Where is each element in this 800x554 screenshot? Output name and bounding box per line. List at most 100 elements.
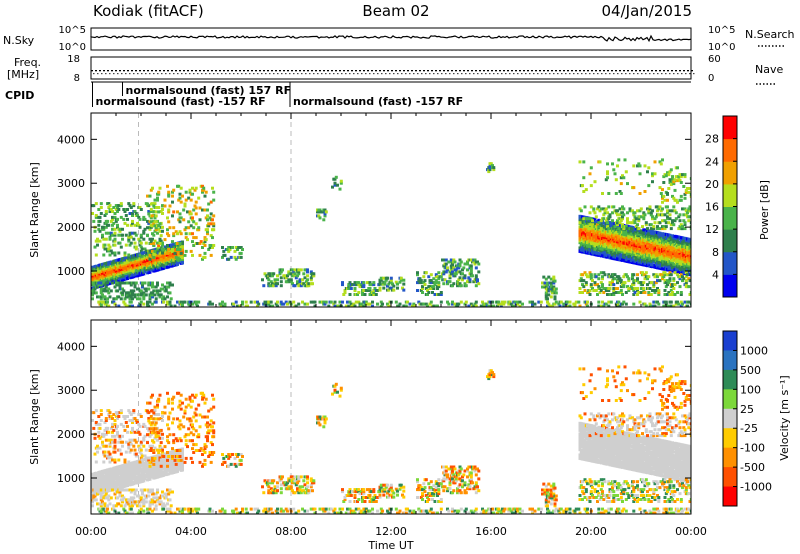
power-cell [593,246,597,250]
nave-dot [117,73,119,75]
power-cell [119,245,123,249]
freq-dot [507,70,509,72]
freq-dot [383,70,385,72]
nave-dot [337,73,339,75]
power-cell [364,300,368,304]
freq-dot [107,70,109,72]
power-cell [147,304,151,307]
power-cell [588,293,592,296]
power-cell [171,283,174,287]
power-cell [153,249,157,253]
power-cell [189,212,193,216]
nave-dot [225,73,227,75]
power-cell [351,304,354,307]
power-cell [127,295,131,299]
power-cell [647,231,651,235]
power-cell [661,219,664,223]
power-cell [406,300,409,304]
power-cell [654,215,658,219]
freq-dot [427,70,429,72]
power-cell [621,205,624,209]
power-cell [681,225,684,229]
power-cell [294,304,298,307]
power-cell [641,283,644,287]
freq-dot [423,70,425,72]
power-cell [103,295,107,299]
nave-dot [129,73,131,75]
power-cell [279,280,283,284]
power-cell [456,284,459,288]
power-cell [192,226,196,230]
power-cell [353,281,357,285]
power-cell [453,260,457,264]
power-cell [157,210,161,214]
power-cell [594,234,598,238]
nave-dot [393,73,395,75]
power-cell [196,304,199,307]
freq-dot [131,70,133,72]
power-cell [466,280,469,284]
power-cell [123,302,127,306]
power-cell [589,285,593,289]
power-cell [553,279,557,283]
freq-dot [283,70,285,72]
power-cell [154,214,158,218]
power-cell [362,281,366,285]
power-cell [122,300,126,304]
power-cell [323,302,327,306]
power-cell [141,251,144,255]
power-cell [197,196,201,200]
power-cell [184,232,188,236]
power-cell [127,237,131,241]
power-cell [668,293,672,296]
power-cell [206,208,209,212]
power-cell [338,187,342,191]
power-cell [689,221,691,225]
power-cell [672,279,676,283]
power-cell [102,300,106,304]
power-cell [361,291,364,294]
power-cell [674,211,678,215]
power-cell [336,183,339,187]
power-cell [268,274,272,278]
power-cell [279,284,283,288]
power-cell [458,264,462,268]
power-cell [181,247,184,251]
power-cell [566,300,569,304]
power-cell [611,211,614,215]
power-cell [488,166,492,170]
power-cell [397,304,401,307]
power-cell [93,229,97,233]
power-cell [542,275,546,279]
nave-dot [569,73,571,75]
power-cell [133,210,137,213]
power-cell [458,270,462,274]
nave-dot [389,73,391,75]
power-cell [654,273,658,277]
power-cell [603,211,607,215]
power-cell [686,304,689,307]
power-cell [354,283,358,287]
power-cell [472,260,476,264]
power-cell [454,272,458,276]
power-cell [192,208,196,212]
power-cell [671,177,674,181]
power-cell [663,227,667,231]
power-cell [553,295,557,299]
power-cell [203,236,207,240]
power-cell [206,214,209,218]
freq-dot [95,70,97,72]
power-cell [587,291,591,294]
freq-dot [627,70,629,72]
power-cell [603,287,607,290]
power-cell [552,277,556,281]
power-cell [267,278,271,282]
power-cell [387,304,391,307]
power-cell [578,291,582,294]
power-cell [357,291,361,294]
power-cell [209,212,213,216]
power-cell [133,241,137,245]
freq-dot [263,70,265,72]
power-cell [661,207,664,211]
power-cell [156,291,159,295]
